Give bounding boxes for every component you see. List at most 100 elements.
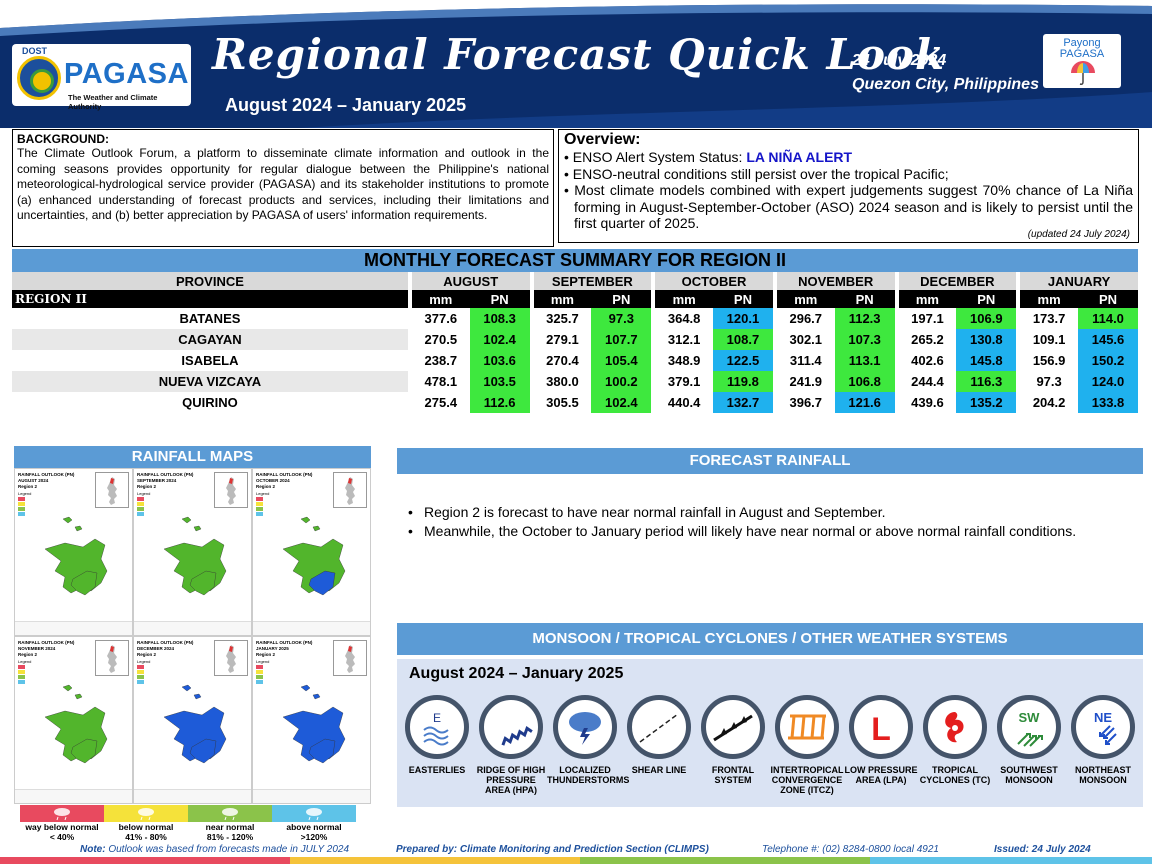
percent-normal-cell: 122.5 [713,350,773,371]
rainfall-mm-cell: 265.2 [911,332,944,347]
footer: Note: Outlook was based from forecasts m… [0,842,1152,858]
weather-system-item: SW SOUTHWEST MONSOON [991,695,1067,785]
region-map [163,684,227,764]
rainfall-mm-cell: 296.7 [789,311,823,326]
overview-item: • ENSO-neutral conditions still persist … [564,165,949,182]
map-heading: RAINFALL OUTLOOK (PN) AUGUST 2024 Region 2 [18,472,74,490]
map-heading-line: SEPTEMBER 2024 [137,478,177,483]
svg-text:L: L [871,711,891,747]
footer-note-label: Note: [80,844,106,855]
pn-header: PN [1078,290,1138,308]
percent-normal-cell: 119.8 [713,371,773,392]
map-legend-title: Legend [137,659,151,664]
rainfall-mm-cell: 275.4 [424,395,458,410]
frontal-system-icon [701,695,765,759]
percent-normal-cell: 113.1 [834,350,895,371]
header-banner: DOST PAGASA The Weather and Climate Auth… [0,0,1152,128]
rainfall-mm-cell: 204.2 [1032,395,1066,410]
footer-note: Note: Outlook was based from forecasts m… [80,844,349,855]
enso-alert-value: LA NIÑA ALERT [746,149,853,165]
overview-section: Overview: • ENSO Alert System Status: LA… [558,129,1139,243]
province-name: BATANES [179,311,241,326]
rainfall-scale [20,805,356,822]
map-heading-line: Region 2 [137,652,157,657]
rainfall-mm-cell: 238.7 [424,353,458,368]
philippines-inset-map [333,640,367,676]
percent-normal-cell: 106.9 [956,308,1017,329]
overview-item: • Most climate models combined with expe… [564,182,1134,231]
pn-header: PN [713,290,773,308]
enso-status-label: ENSO Alert System Status: [572,149,747,165]
rainfall-mm-cell: 478.1 [424,374,458,389]
rainfall-scale-cell [272,805,356,822]
percent-normal-cell: 105.4 [591,350,652,371]
weather-system-item: L LOW PRESSURE AREA (LPA) [843,695,919,785]
map-footer-logos [15,621,132,635]
weather-system-item: SHEAR LINE [621,695,697,775]
weather-system-label: NORTHEAST MONSOON [1075,765,1131,785]
issue-location: Quezon City, Philippines [852,76,1039,93]
rainfall-mm-cell: 109.1 [1032,332,1066,347]
overview-item-text: Most climate models combined with expert… [574,182,1134,231]
scale-category: below normal [118,822,174,832]
ridge-icon [479,695,543,759]
overview-updated-note: (updated 24 July 2024) [1027,229,1130,240]
weather-system-item: INTERTROPICAL CONVERGENCE ZONE (ITCZ) [769,695,845,795]
table-row: BATANES 377.6 108.3 325.7 97.3 364.8 120.1 296.… [12,308,1138,329]
weather-systems-panel: August 2024 – January 2025 E EASTERLIES RI… [397,659,1143,807]
map-legend-title: Legend [18,491,32,496]
month-header: SEPTEMBER [533,272,652,290]
forecast-table: PROVINCE AUGUST SEPTEMBER OCTOBER NOVEMB… [12,272,1138,413]
map-footer-logos [253,621,370,635]
rainfall-mm-cell: 396.7 [789,395,823,410]
rainfall-map: RAINFALL OUTLOOK (PN) SEPTEMBER 2024 Regio… [133,468,252,636]
pn-header: PN [469,290,530,308]
mm-header: mm [776,290,835,308]
easterlies-icon: E [405,695,469,759]
rainfall-map: RAINFALL OUTLOOK (PN) AUGUST 2024 Region 2… [14,468,133,636]
rainfall-scale-label: near normal 81% - 120% [188,822,272,842]
pn-header: PN [591,290,652,308]
mm-header: mm [655,290,714,308]
issue-date: 24 July 2024 [852,52,947,69]
province-name: NUEVA VIZCAYA [12,371,408,392]
northeast-monsoon-icon: NE [1071,695,1135,759]
weather-systems-period: August 2024 – January 2025 [409,665,624,682]
rainfall-mm-cell: 270.5 [424,332,458,347]
tropical-cyclone-icon [923,695,987,759]
map-heading-line: AUGUST 2024 [18,478,49,483]
percent-normal-cell: 124.0 [1078,371,1138,392]
percent-normal-cell: 120.1 [713,308,773,329]
thunderstorm-icon [553,695,617,759]
scale-category: near normal [205,822,255,832]
rainfall-mm-cell: 312.1 [667,332,701,347]
umbrella-icon [1071,61,1095,85]
map-legend-title: Legend [256,659,270,664]
table-row: NUEVA VIZCAYA 478.1 103.5 380.0 100.2 379.1 11… [12,371,1138,392]
table-row: QUIRINO 275.4 112.6 305.5 102.4 440.4 132.7 396… [12,392,1138,413]
weather-systems-title: MONSOON / TROPICAL CYCLONES / OTHER WEAT… [397,623,1143,655]
weather-system-item: TROPICAL CYCLONES (TC) [917,695,993,785]
map-heading-line: JANUARY 2025 [256,646,289,651]
scale-range: < 40% [49,832,75,842]
footer-prepared-by: Prepared by: Climate Monitoring and Pred… [396,844,709,855]
percent-normal-cell: 112.3 [834,308,895,329]
table-header-row: PROVINCE AUGUST SEPTEMBER OCTOBER NOVEMB… [12,272,1138,290]
rainfall-mm-cell: 244.4 [911,374,944,389]
background-section: BACKGROUND: The Climate Outlook Forum, a… [12,129,554,247]
southwest-monsoon-icon: SW [997,695,1061,759]
map-heading-line: Region 2 [18,484,38,489]
percent-normal-cell: 133.8 [1078,392,1138,413]
weather-system-item: E EASTERLIES [399,695,475,775]
philippines-inset-map [214,640,248,676]
map-footer-logos [134,789,251,803]
rainfall-scale-cell [20,805,104,822]
province-header: PROVINCE [12,272,408,290]
map-heading: RAINFALL OUTLOOK (PN) SEPTEMBER 2024 Regio… [137,472,193,490]
map-footer-logos [15,789,132,803]
rainfall-scale-label: way below normal < 40% [20,822,104,842]
map-heading: RAINFALL OUTLOOK (PN) DECEMBER 2024 Region… [137,640,193,658]
percent-normal-cell: 97.3 [591,308,652,329]
percent-normal-cell: 132.7 [713,392,773,413]
region-map [44,516,108,596]
